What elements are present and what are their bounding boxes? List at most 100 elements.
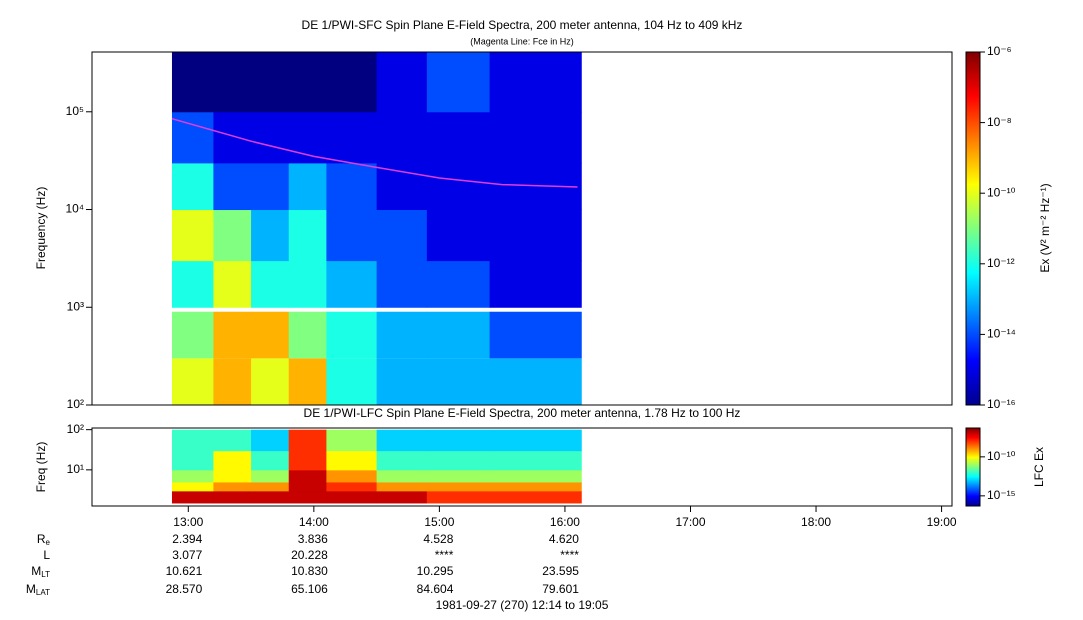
heatmap-cell bbox=[326, 311, 378, 359]
heatmap-cell bbox=[171, 111, 214, 164]
ephemeris-value: 79.601 bbox=[542, 582, 579, 596]
heatmap-cell bbox=[376, 450, 428, 471]
heatmap-cell bbox=[251, 450, 290, 471]
heatmap-cell bbox=[213, 358, 252, 406]
heatmap-cell bbox=[426, 111, 491, 164]
heatmap-cell bbox=[213, 450, 252, 471]
colorbar bbox=[965, 51, 981, 406]
heatmap-cell bbox=[326, 52, 378, 113]
heatmap-cell bbox=[171, 429, 214, 452]
heatmap-cell bbox=[213, 111, 252, 164]
heatmap-cell bbox=[489, 358, 582, 406]
heatmap-cell bbox=[213, 490, 252, 504]
ephemeris-value: 23.595 bbox=[542, 564, 579, 578]
colorbar bbox=[965, 427, 981, 507]
chart-title: DE 1/PWI-LFC Spin Plane E-Field Spectra,… bbox=[304, 406, 741, 420]
heatmap-cell bbox=[251, 490, 290, 504]
heatmap-cell bbox=[426, 358, 491, 406]
heatmap-cell bbox=[426, 481, 491, 492]
ephemeris-value: **** bbox=[435, 548, 454, 562]
heatmap-cell bbox=[251, 358, 290, 406]
y-tick-label: 10² bbox=[67, 422, 84, 436]
heatmap-cell bbox=[213, 52, 252, 113]
heatmap-cell bbox=[376, 429, 428, 452]
colorbar-tick-label: 10⁻¹⁴ bbox=[987, 327, 1016, 341]
heatmap-cell bbox=[426, 429, 491, 452]
heatmap-cell bbox=[489, 311, 582, 359]
heatmap-cell bbox=[171, 311, 214, 359]
x-tick-label: 17:00 bbox=[675, 515, 705, 529]
x-tick-label: 15:00 bbox=[424, 515, 454, 529]
heatmap-cell bbox=[171, 481, 214, 492]
plot-frame bbox=[91, 427, 953, 507]
heatmap-cell bbox=[288, 52, 327, 113]
heatmap-cell bbox=[376, 162, 428, 211]
heatmap-cell bbox=[251, 52, 290, 113]
ephemeris-value: 84.604 bbox=[417, 582, 454, 596]
heatmap-cell bbox=[489, 450, 582, 471]
heatmap-cell bbox=[288, 311, 327, 359]
x-tick-label: 16:00 bbox=[550, 515, 580, 529]
heatmap-cell bbox=[171, 358, 214, 406]
heatmap-cell bbox=[171, 162, 214, 211]
heatmap-cell bbox=[376, 111, 428, 164]
heatmap-cell bbox=[426, 52, 491, 113]
heatmap-cell bbox=[426, 162, 491, 211]
heatmap-cell bbox=[489, 260, 582, 308]
y-axis-label: Freq (Hz) bbox=[34, 442, 48, 493]
heatmap-cell bbox=[376, 209, 428, 262]
heatmap-cell bbox=[213, 469, 252, 483]
heatmap-cell bbox=[326, 209, 378, 262]
heatmap-cell bbox=[251, 469, 290, 483]
heatmap-cell bbox=[426, 260, 491, 308]
heatmap-cell bbox=[326, 481, 378, 492]
heatmap-cell bbox=[213, 162, 252, 211]
heatmap-cell bbox=[376, 311, 428, 359]
colorbar-tick-label: 10⁻¹⁰ bbox=[987, 449, 1016, 463]
heatmap-cell bbox=[326, 111, 378, 164]
heatmap-cell bbox=[426, 209, 491, 262]
heatmap-cell bbox=[288, 162, 327, 211]
colorbar-label: LFC Ex bbox=[1032, 447, 1046, 487]
heatmap-cell bbox=[326, 450, 378, 471]
colorbar-label: Ex (V² m⁻² Hz⁻¹) bbox=[1038, 183, 1052, 272]
y-tick-label: 10² bbox=[67, 397, 84, 411]
ephemeris-value: 10.830 bbox=[291, 564, 328, 578]
colorbar-tick-label: 10⁻¹² bbox=[987, 256, 1015, 270]
x-tick-label: 14:00 bbox=[299, 515, 329, 529]
heatmap-cell bbox=[171, 469, 214, 483]
heatmap-cell bbox=[288, 260, 327, 308]
ephemeris-label-name: R bbox=[37, 532, 46, 546]
ephemeris-label: L bbox=[43, 548, 50, 562]
heatmap-cell bbox=[376, 52, 428, 113]
chart-title: DE 1/PWI-SFC Spin Plane E-Field Spectra,… bbox=[302, 18, 743, 32]
heatmap-cell bbox=[251, 260, 290, 308]
heatmap-cell bbox=[376, 481, 428, 492]
ephemeris-value: 28.570 bbox=[166, 582, 203, 596]
x-tick-label: 19:00 bbox=[927, 515, 957, 529]
footer: 1981-09-27 (270) 12:14 to 19:05 bbox=[436, 598, 609, 612]
heatmap-cell bbox=[288, 429, 327, 452]
heatmap-cell bbox=[213, 311, 252, 359]
chart-subtitle: (Magenta Line: Fce in Hz) bbox=[470, 36, 574, 46]
ephemeris-value: 10.295 bbox=[417, 564, 454, 578]
ephemeris-value: 3.836 bbox=[298, 532, 328, 546]
heatmap-cell bbox=[426, 469, 491, 483]
heatmap-cell bbox=[171, 209, 214, 262]
plot-frame bbox=[91, 51, 953, 406]
heatmap-cell bbox=[489, 52, 582, 113]
ephemeris-value: 65.106 bbox=[291, 582, 328, 596]
ephemeris-label-sub: LT bbox=[41, 570, 50, 579]
ephemeris-label-sub: LAT bbox=[36, 588, 50, 597]
y-tick-label: 10⁴ bbox=[65, 202, 84, 216]
heatmap-cell bbox=[213, 481, 252, 492]
heatmap-cell bbox=[489, 209, 582, 262]
heatmap-cell bbox=[489, 111, 582, 164]
heatmap-cell bbox=[326, 260, 378, 308]
heatmap-cell bbox=[213, 260, 252, 308]
ephemeris-label: Re bbox=[37, 532, 51, 547]
heatmap-cell bbox=[171, 260, 214, 308]
ephemeris-label-sub: e bbox=[46, 538, 51, 547]
heatmap-cell bbox=[376, 260, 428, 308]
